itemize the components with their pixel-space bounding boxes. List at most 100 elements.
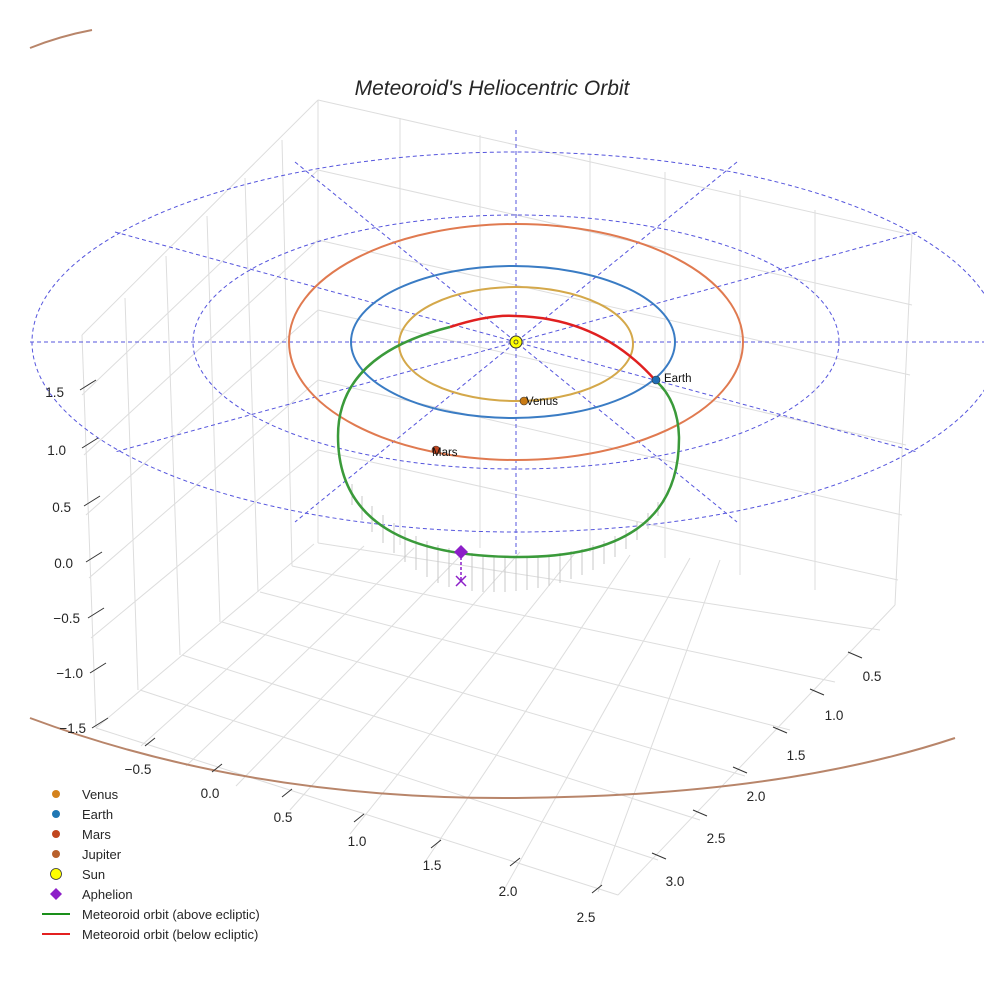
wall-grid-line <box>317 239 911 376</box>
y-tick-mark <box>847 651 863 659</box>
earth-marker <box>651 375 661 385</box>
y-tick-label: 0.5 <box>863 669 882 684</box>
x-tick-label: 0.5 <box>274 810 293 825</box>
floor-grid-line <box>617 604 896 896</box>
x-tick-mark <box>353 813 365 823</box>
y-tick-mark <box>772 726 788 734</box>
x-tick-mark <box>211 763 223 773</box>
jupiter-orbit-arc-top <box>29 29 93 49</box>
floor-grid-line <box>291 565 836 683</box>
legend-sun-label: Sun <box>82 867 105 882</box>
floor-grid-line <box>317 542 881 631</box>
x-tick-mark <box>430 839 442 849</box>
y-tick-label: 1.5 <box>787 748 806 763</box>
ecliptic-ring-2au <box>192 214 840 470</box>
y-tick-label: 1.0 <box>825 708 844 723</box>
x-tick-mark <box>509 857 521 867</box>
wall-grid-line <box>81 99 319 336</box>
wall-grid-line <box>206 215 221 623</box>
venus-marker <box>519 396 529 406</box>
z-tick-mark <box>79 379 97 391</box>
legend-aphelion-label: Aphelion <box>82 887 133 902</box>
legend-above-label: Meteoroid orbit (above ecliptic) <box>82 907 260 922</box>
floor-grid-line <box>221 621 746 777</box>
y-tick-mark <box>809 688 825 696</box>
legend-mars-label: Mars <box>82 827 111 842</box>
x-tick-label: 1.0 <box>348 834 367 849</box>
wall-grid-line <box>317 379 903 516</box>
mars-marker <box>431 445 441 455</box>
x-tick-label: 2.5 <box>577 910 596 925</box>
legend-sun-marker <box>50 868 62 880</box>
y-axis: 0.5 1.0 1.5 2.0 2.5 3.0 <box>651 651 882 889</box>
sun-disc <box>509 335 523 349</box>
floor-grid-line <box>185 547 415 767</box>
x-tick-label: 0.0 <box>201 786 220 801</box>
x-tick-label: 2.0 <box>499 884 518 899</box>
chart-title: Meteoroid's Heliocentric Orbit <box>355 77 631 100</box>
y-tick-mark <box>692 809 708 817</box>
z-tick-label: 1.0 <box>47 443 66 458</box>
z-tick-label: −0.5 <box>53 611 80 626</box>
wall-grid-line <box>83 239 319 456</box>
y-tick-label: 3.0 <box>666 874 685 889</box>
aphelion-projection-marker <box>455 575 467 587</box>
venus-label: Venus <box>526 396 558 408</box>
y-tick-mark <box>651 852 667 860</box>
mars-label: Mars <box>432 447 458 459</box>
floor-grid-line <box>95 727 619 896</box>
aphelion-projection-stroke <box>455 575 467 587</box>
wall-grid-line <box>244 177 259 593</box>
z-tick-mark <box>85 551 103 563</box>
earth-orbit <box>350 265 676 419</box>
drop-lines <box>351 484 659 592</box>
z-axis: 1.5 1.0 0.5 0.0 −0.5 −1.0 −1.5 <box>45 379 109 736</box>
z-tick-label: −1.0 <box>56 666 83 681</box>
floor-grid-line <box>235 549 467 787</box>
y-tick-mark <box>732 766 748 774</box>
legend-venus-marker <box>52 790 60 798</box>
y-tick-label: 2.5 <box>707 831 726 846</box>
wall-grid <box>81 99 913 729</box>
legend-jupiter-label: Jupiter <box>82 847 122 862</box>
z-tick-label: −1.5 <box>59 721 86 736</box>
floor-grid-line <box>259 591 791 731</box>
legend-below-label: Meteoroid orbit (below ecliptic) <box>82 927 258 942</box>
reference-grid <box>30 130 984 560</box>
legend-jupiter-marker <box>52 850 60 858</box>
x-tick-mark <box>281 788 293 798</box>
wall-grid-line <box>124 297 139 691</box>
floor-grid-line <box>140 545 365 747</box>
sun-marker <box>509 335 523 349</box>
floor-grid-line <box>349 552 576 835</box>
z-tick-label: 1.5 <box>45 385 64 400</box>
x-tick-label: −0.5 <box>125 762 152 777</box>
x-axis: −0.5 0.0 0.5 1.0 1.5 2.0 2.5 <box>125 737 603 925</box>
floor-grid-line <box>597 559 721 893</box>
legend: Venus Earth Mars Jupiter Sun Aphelion Me… <box>42 787 260 942</box>
mars-orbit <box>288 223 744 461</box>
wall-grid-line <box>81 334 97 729</box>
wall-grid-line <box>317 449 899 581</box>
z-tick-label: 0.0 <box>54 556 73 571</box>
wall-grid-line <box>88 379 319 579</box>
x-tick-mark <box>591 884 603 894</box>
legend-aphelion-marker <box>50 888 62 900</box>
jupiter-orbit-arc-bottom <box>29 717 956 800</box>
z-tick-mark <box>91 717 109 729</box>
meteoroid-orbit-above <box>336 325 681 559</box>
x-tick-label: 1.5 <box>423 858 442 873</box>
wall-grid-line <box>894 234 913 606</box>
x-tick-mark <box>144 737 156 747</box>
legend-mars-marker <box>52 830 60 838</box>
floor-grid-line <box>139 689 659 861</box>
meteoroid-orbit-below <box>449 314 656 381</box>
z-tick-label: 0.5 <box>52 500 71 515</box>
floor-grid-line <box>95 543 315 729</box>
floor-grid-line <box>424 554 631 863</box>
legend-earth-label: Earth <box>82 807 113 822</box>
wall-grid-line <box>81 169 319 396</box>
floor-grid-line <box>504 557 691 889</box>
